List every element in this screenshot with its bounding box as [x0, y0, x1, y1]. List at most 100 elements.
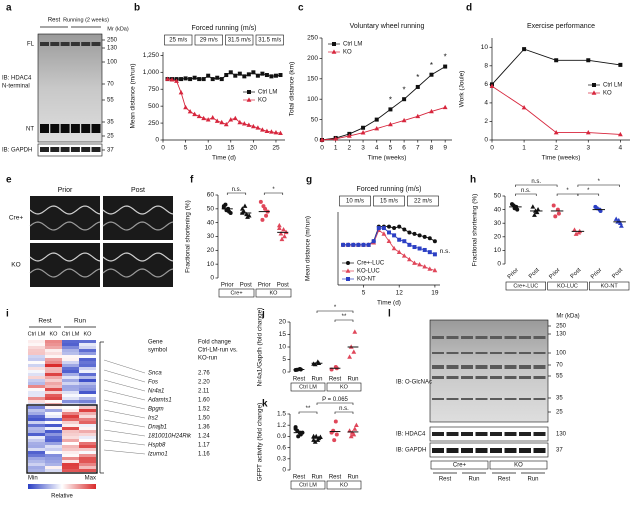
heatmap-cell — [62, 379, 79, 382]
y-tick-label: 0.6 — [277, 444, 286, 451]
data-point — [188, 77, 193, 82]
data-point — [422, 234, 427, 239]
annotation: * — [416, 73, 419, 82]
band — [533, 352, 546, 354]
band — [40, 42, 49, 46]
data-point — [407, 242, 412, 247]
x-tick-label: 9 — [443, 145, 447, 152]
connector — [103, 359, 146, 374]
y-tick-label: 40 — [494, 206, 502, 213]
band — [504, 352, 517, 354]
heatmap-cell — [79, 343, 96, 346]
x-tick-label: 0 — [161, 145, 165, 152]
band — [446, 352, 459, 354]
data-point — [273, 129, 279, 135]
group-box — [589, 281, 630, 291]
y-tick-label: 1,000 — [143, 69, 160, 76]
fold-change: 2.20 — [198, 380, 210, 386]
data-point — [269, 129, 274, 134]
heatmap-cell — [62, 364, 79, 367]
y-tick-label: 8 — [484, 63, 488, 70]
heatmap-cell — [45, 439, 62, 442]
header: Fold change — [198, 340, 232, 346]
data-point — [178, 90, 184, 95]
data-point — [415, 84, 420, 89]
connector — [103, 399, 146, 410]
heatmap-cell — [79, 355, 96, 358]
x-tick-label: 20 — [250, 145, 258, 152]
heatmap-cell — [45, 409, 62, 412]
y-axis-label: GFPT activity (fold change) — [257, 403, 264, 482]
heatmap-cell — [79, 376, 96, 379]
data-point — [618, 223, 624, 228]
bracket — [316, 310, 354, 313]
data-point — [361, 125, 366, 130]
x-tick-label: 3 — [361, 145, 365, 152]
heatmap-cell — [45, 340, 62, 343]
heatmap-cell — [79, 394, 96, 397]
data-point — [427, 236, 432, 241]
condition-label: Run — [468, 477, 479, 483]
data-point — [319, 137, 325, 142]
data-point — [255, 125, 261, 130]
heatmap-cell — [62, 376, 79, 379]
data-point — [260, 71, 265, 76]
heatmap-cell — [45, 343, 62, 346]
band — [490, 432, 502, 436]
column-label: Post — [131, 187, 145, 194]
group-label: KO — [514, 463, 523, 469]
blot — [429, 426, 549, 442]
heatmap-cell — [28, 436, 45, 439]
data-point — [388, 121, 393, 127]
marker-label: 70 — [556, 363, 563, 369]
heatmap-cell — [28, 400, 45, 403]
heatmap-cell — [28, 358, 45, 361]
data-point — [260, 127, 265, 132]
data-point — [206, 73, 211, 78]
y-tick-label: 4 — [484, 100, 488, 107]
bracket — [263, 192, 284, 195]
band — [475, 448, 488, 453]
heatmap-cell — [62, 421, 79, 424]
heatmap-cell — [45, 424, 62, 427]
group-label: KO-LUC — [557, 283, 578, 289]
heatmap-cell — [79, 445, 96, 448]
band-label: NT — [26, 127, 34, 133]
x-tick-label: 3 — [586, 145, 590, 152]
data-point — [241, 121, 247, 126]
data-point — [224, 73, 229, 78]
heatmap-cell — [79, 352, 96, 355]
data-point — [295, 428, 300, 433]
phase-box — [255, 34, 284, 46]
heatmap-cell — [62, 454, 79, 457]
series-line — [491, 85, 621, 135]
heatmap-cell — [62, 445, 79, 448]
band — [519, 376, 531, 379]
heatmap-cell — [45, 397, 62, 400]
chart-title: Forced running (m/s) — [357, 186, 422, 193]
heatmap-cell — [28, 340, 45, 343]
data-point — [333, 419, 338, 424]
heatmap-cell — [79, 406, 96, 409]
group-label: Ctrl LM — [299, 384, 317, 390]
band — [461, 432, 473, 436]
data-point — [278, 73, 283, 78]
heatmap-cell — [62, 358, 79, 361]
heatmap-cell — [45, 346, 62, 349]
blot — [429, 319, 549, 423]
data-point — [205, 117, 211, 122]
data-point — [401, 117, 407, 123]
legend-label: KO — [603, 91, 612, 97]
band — [475, 376, 488, 379]
x-tick-label: 5 — [389, 145, 393, 152]
data-point — [196, 113, 202, 119]
heatmap-cell — [45, 376, 62, 379]
heatmap-cell — [79, 346, 96, 349]
data-point — [278, 231, 284, 236]
data-point — [422, 264, 428, 269]
heatmap-cell — [79, 388, 96, 391]
heatmap-cell — [62, 409, 79, 412]
data-point — [417, 246, 422, 251]
phase-label: 25 m/s — [169, 38, 187, 44]
